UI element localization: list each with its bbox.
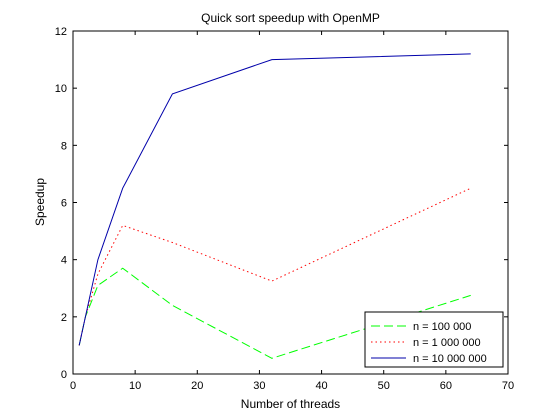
x-tick-label: 50 <box>378 380 390 392</box>
x-tick-label: 0 <box>70 380 76 392</box>
x-tick-label: 10 <box>129 380 141 392</box>
y-tick-label: 2 <box>61 312 67 324</box>
legend: n = 100 000 n = 1 000 000 n = 10 000 000 <box>364 311 504 368</box>
legend-label: n = 1 000 000 <box>413 337 481 349</box>
y-axis-label: Speedup <box>33 178 47 226</box>
chart-title: Quick sort speedup with OpenMP <box>201 11 380 25</box>
x-tick-label: 30 <box>253 380 265 392</box>
y-tick-label: 8 <box>61 140 67 152</box>
axis-ticks: 0 10 20 30 40 50 60 70 0 2 4 6 8 10 12 <box>55 26 514 392</box>
legend-items: n = 100 000 n = 1 000 000 n = 10 000 000 <box>371 321 487 365</box>
series-line-3 <box>78 53 471 346</box>
y-tick-label: 4 <box>61 255 67 267</box>
legend-label: n = 100 000 <box>413 321 471 333</box>
series-layer <box>78 53 471 359</box>
x-tick-label: 60 <box>440 380 452 392</box>
x-axis-label: Number of threads <box>241 397 340 411</box>
y-tick-label: 6 <box>61 198 67 210</box>
x-tick-label: 40 <box>315 380 327 392</box>
x-tick-label: 20 <box>191 380 203 392</box>
y-tick-label: 10 <box>55 83 67 95</box>
legend-label: n = 10 000 000 <box>413 353 487 365</box>
x-tick-label: 70 <box>502 380 514 392</box>
y-tick-label: 0 <box>61 369 67 381</box>
y-tick-label: 12 <box>55 26 67 38</box>
